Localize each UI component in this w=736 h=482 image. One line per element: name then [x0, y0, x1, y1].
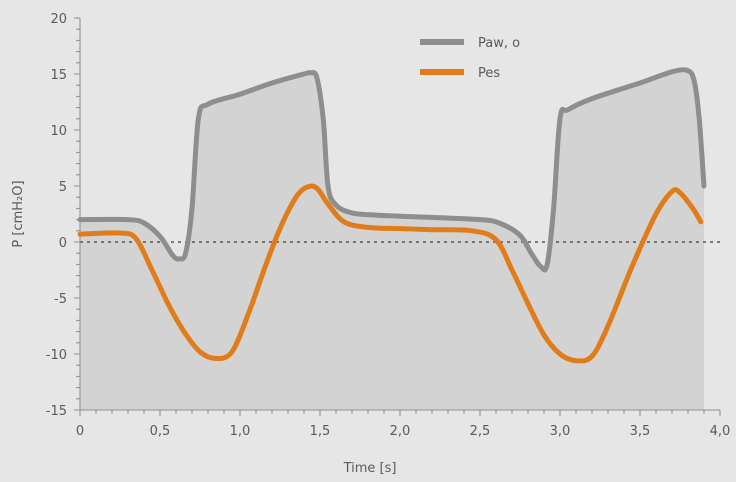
legend: Paw, o Pes [420, 36, 520, 81]
x-tick-label: 2,0 [390, 424, 411, 439]
paw-fill-area [80, 69, 704, 411]
x-tick-label: 2,5 [470, 424, 491, 439]
y-tick-label: 20 [50, 12, 67, 27]
y-tick-label: 5 [59, 180, 67, 195]
legend-label: Paw, o [478, 36, 520, 51]
y-tick-label: -15 [46, 404, 67, 419]
series-fill-0 [80, 69, 704, 411]
y-tick-label: -5 [54, 292, 67, 307]
y-tick-label: 0 [59, 236, 67, 251]
y-tick-label: 15 [50, 68, 67, 83]
series-lines [77, 67, 707, 364]
x-tick-label: 1,0 [230, 424, 251, 439]
y-axis-title: P [cmH₂O] [11, 180, 26, 247]
x-tick-label: 0,5 [150, 424, 171, 439]
x-tick-label: 0 [76, 424, 84, 439]
series-line-paw-o [77, 67, 707, 273]
legend-label: Pes [478, 66, 500, 81]
x-ticks: 0 0,5 1,0 1,5 2,0 2,5 3,0 3,5 4,0 [76, 410, 730, 439]
x-tick-label: 1,5 [310, 424, 331, 439]
x-tick-label: 4,0 [710, 424, 731, 439]
y-ticks: -15 -10 -5 0 5 10 15 20 [46, 12, 80, 419]
x-axis-title: Time [s] [343, 461, 397, 476]
x-tick-label: 3,5 [630, 424, 651, 439]
series-line-pes [77, 183, 704, 364]
x-tick-label: 3,0 [550, 424, 571, 439]
y-tick-label: 10 [50, 124, 67, 139]
y-tick-label: -10 [46, 348, 67, 363]
